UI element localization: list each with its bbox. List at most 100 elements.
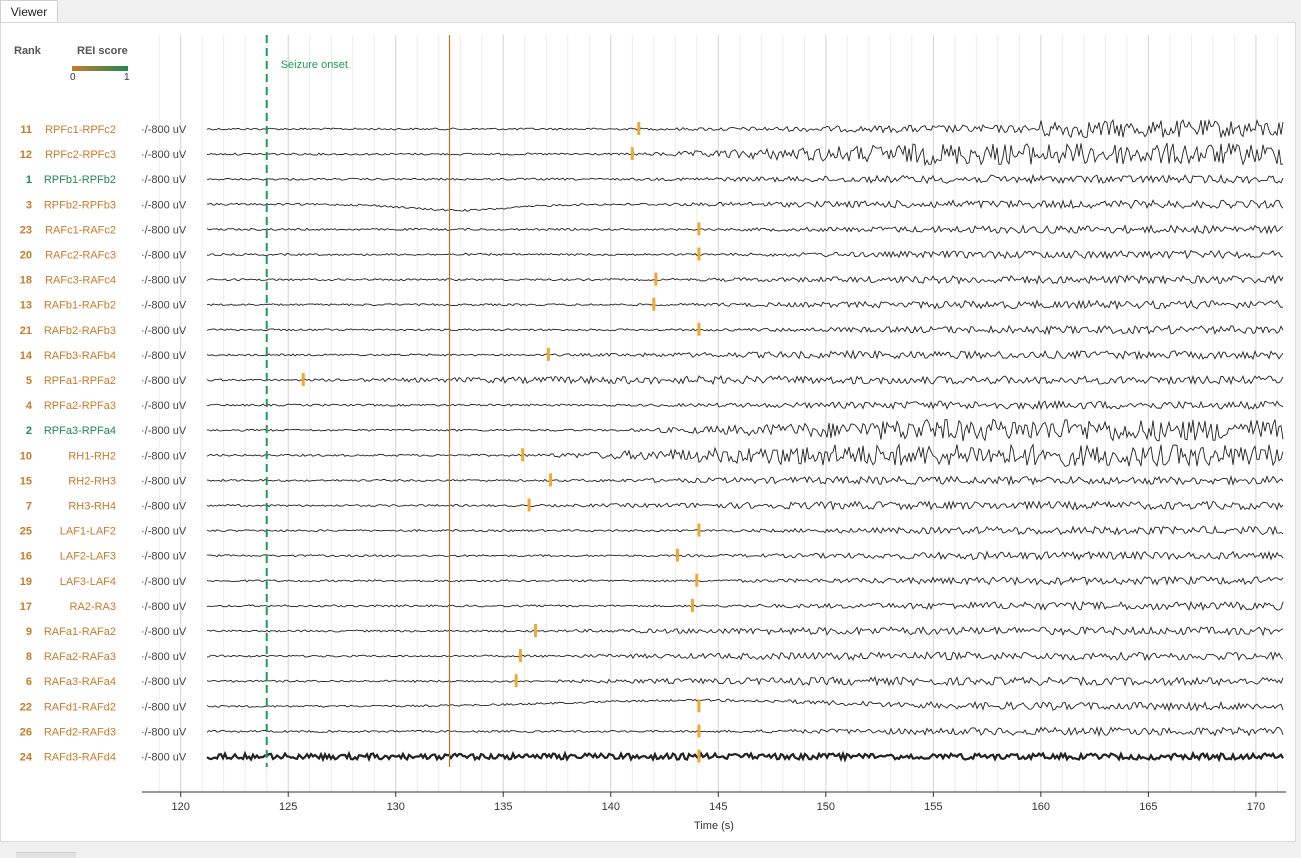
channel-name: RAFd1-RAFd2	[44, 701, 116, 713]
eeg-trace	[206, 675, 1284, 687]
channel-scale: ·/-800 uV	[141, 224, 187, 236]
rei-score-colorbar	[72, 66, 128, 71]
channel-rank: 8	[26, 651, 32, 663]
viewer-panel	[0, 22, 1296, 842]
channel-rank: 7	[26, 501, 32, 513]
eeg-trace	[206, 651, 1284, 662]
channel-rank: 12	[20, 149, 32, 161]
channel-scale: ·/-800 uV	[141, 475, 187, 487]
channel-rank: 22	[20, 701, 32, 713]
overlays: Seizure onset	[265, 35, 701, 767]
channel-scale: ·/-800 uV	[141, 350, 187, 362]
onset-marker	[546, 347, 550, 361]
onset-marker	[301, 373, 305, 386]
channel-name: LAF3-LAF4	[60, 576, 116, 588]
eeg-trace	[206, 525, 1284, 536]
eeg-trace	[206, 698, 1284, 712]
onset-marker	[654, 272, 658, 286]
x-tick-label: 160	[1032, 801, 1050, 813]
channel-scale: ·/-800 uV	[141, 400, 187, 412]
channel-scale: ·/-800 uV	[141, 174, 187, 186]
eeg-trace	[206, 399, 1284, 410]
channel-name: RPFc2-RPFc3	[45, 149, 116, 161]
channel-rank: 20	[20, 250, 32, 262]
onset-marker	[690, 598, 694, 612]
x-tick-label: 165	[1139, 801, 1157, 813]
channel-scale: ·/-800 uV	[141, 275, 187, 287]
channel-rank: 15	[20, 475, 32, 487]
onset-marker	[697, 699, 701, 713]
channel-name: RAFa1-RAFa2	[44, 626, 116, 638]
channel-rank: 1	[26, 174, 32, 186]
channel-scale: ·/-800 uV	[141, 300, 187, 312]
onset-marker	[514, 674, 518, 688]
channel-name: RAFc3-RAFc4	[45, 275, 116, 287]
channel-rank: 21	[20, 325, 32, 337]
channel-name: RAFa2-RAFa3	[44, 651, 116, 663]
channel-name: RAFd2-RAFd3	[44, 726, 116, 738]
eeg-trace	[206, 750, 1284, 763]
channel-name: LAF1-LAF2	[60, 526, 116, 538]
onset-marker	[697, 749, 701, 763]
eeg-trace	[206, 274, 1284, 285]
channel-scale: ·/-800 uV	[141, 501, 187, 513]
x-tick-label: 150	[817, 801, 835, 813]
channel-scale: ·/-800 uV	[141, 626, 187, 638]
x-tick-label: 130	[387, 801, 405, 813]
eeg-trace	[206, 374, 1284, 386]
eeg-trace	[206, 500, 1284, 511]
channel-scale: ·/-800 uV	[141, 526, 187, 538]
status-tab[interactable]	[16, 852, 76, 858]
eeg-trace	[206, 474, 1284, 487]
x-tick-label: 170	[1247, 801, 1265, 813]
channel-rank: 4	[26, 400, 33, 412]
onset-marker	[697, 247, 701, 261]
onset-marker	[534, 624, 538, 637]
tab-bar: Viewer	[0, 0, 1301, 22]
eeg-trace	[206, 173, 1284, 185]
channel-rank: 23	[20, 224, 32, 236]
tab-viewer[interactable]: Viewer	[0, 0, 58, 22]
eeg-trace	[206, 575, 1284, 587]
channel-name: RAFb1-RAFb2	[44, 300, 116, 312]
channel-name: RPFa1-RPFa2	[44, 375, 116, 387]
channel-name: RPFb1-RPFb2	[44, 174, 116, 186]
eeg-trace	[206, 198, 1284, 212]
onset-marker	[630, 147, 634, 161]
x-tick-label: 155	[924, 801, 942, 813]
onset-marker	[697, 322, 701, 336]
eeg-trace	[206, 249, 1284, 260]
channel-scale: ·/-800 uV	[141, 250, 187, 262]
eeg-traces	[206, 118, 1284, 763]
eeg-trace	[206, 299, 1284, 311]
onset-marker	[637, 122, 641, 135]
onset-marker	[697, 724, 701, 738]
channel-name: RAFa3-RAFa4	[44, 676, 116, 688]
eeg-trace	[206, 142, 1284, 167]
onset-marker	[652, 297, 656, 311]
x-tick-label: 120	[172, 801, 190, 813]
channel-rank: 9	[26, 626, 32, 638]
channel-name: RAFc1-RAFc2	[45, 224, 116, 236]
channel-rank: 16	[20, 551, 32, 563]
channel-rank: 19	[20, 576, 32, 588]
channel-rank: 3	[26, 199, 32, 211]
channel-rank: 26	[20, 726, 32, 738]
channel-name: RH2-RH3	[68, 475, 116, 487]
channel-scale: ·/-800 uV	[141, 325, 187, 337]
channel-name: RPFb2-RPFb3	[44, 199, 116, 211]
channel-scale: ·/-800 uV	[141, 450, 187, 462]
rei-scale-max: 1	[124, 72, 130, 83]
channel-name: RPFa3-RPFa4	[44, 425, 116, 437]
eeg-trace	[206, 349, 1284, 361]
onset-marker	[695, 573, 699, 587]
x-tick-label: 135	[494, 801, 512, 813]
channel-scale: ·/-800 uV	[141, 676, 187, 688]
channel-rank: 5	[26, 375, 32, 387]
onset-marker	[697, 222, 701, 236]
seizure-onset-label: Seizure onset	[281, 59, 348, 71]
channel-name: RPFc1-RPFc2	[45, 124, 116, 136]
channel-scale: ·/-800 uV	[141, 752, 187, 764]
